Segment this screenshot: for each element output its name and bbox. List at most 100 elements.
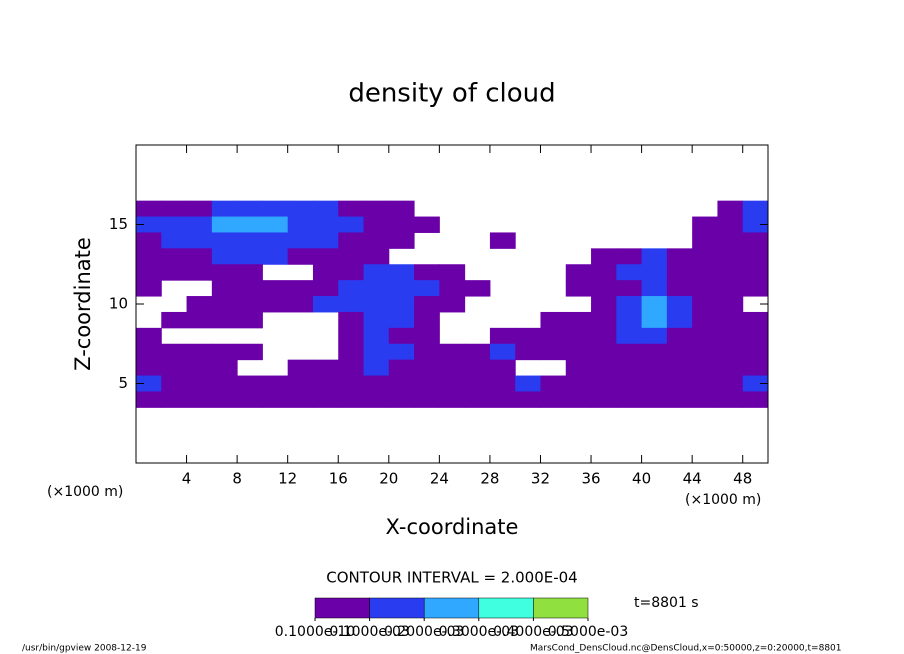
contour-cell — [464, 375, 491, 392]
contour-cell — [287, 280, 314, 297]
time-label: t=8801 s — [634, 595, 699, 611]
contour-cell — [312, 216, 339, 233]
contour-cell — [540, 311, 567, 329]
contour-cell — [742, 232, 769, 249]
contour-cell — [388, 232, 415, 249]
contour-cell — [616, 311, 643, 329]
contour-cell — [161, 264, 188, 281]
contour-cell — [717, 359, 744, 377]
contour-cell — [641, 248, 668, 265]
colorbar-segment — [533, 597, 589, 619]
contour-cell — [641, 311, 668, 329]
contour-cell — [237, 343, 263, 361]
contour-cell — [237, 280, 263, 297]
contour-cell — [641, 375, 668, 392]
contour-cell — [211, 375, 238, 392]
contour-cell — [136, 264, 162, 281]
contour-cell — [641, 264, 668, 281]
contour-cell — [388, 280, 415, 297]
contour-cell — [439, 280, 466, 297]
contour-cell — [262, 296, 289, 313]
contour-cell — [186, 391, 213, 408]
contour-cell — [489, 327, 516, 345]
contour-cell — [742, 311, 769, 329]
contour-cell — [692, 232, 718, 249]
chart-title: density of cloud — [348, 79, 555, 109]
contour-cell — [136, 216, 162, 233]
contour-cell — [565, 343, 592, 361]
contour-cell — [186, 359, 213, 377]
contour-cell — [565, 327, 592, 345]
contour-cell — [161, 248, 188, 265]
contour-cell — [363, 280, 390, 297]
contour-cell — [616, 391, 643, 408]
contour-cell — [211, 232, 238, 249]
contour-cell — [591, 343, 617, 361]
contour-cell — [262, 391, 289, 408]
contour-cell — [414, 264, 440, 281]
contour-cell — [287, 391, 314, 408]
contour-cell — [388, 296, 415, 313]
colorbar-segment — [369, 597, 425, 619]
contour-cell — [388, 359, 415, 377]
contour-cell — [237, 200, 263, 218]
contour-cell — [666, 280, 693, 297]
contour-cell — [439, 375, 466, 392]
contour-cell — [641, 280, 668, 297]
contour-cell — [565, 391, 592, 408]
contour-cell — [136, 327, 162, 345]
contour-cell — [565, 359, 592, 377]
contour-cell — [692, 296, 718, 313]
contour-cell — [312, 232, 339, 249]
contour-cell — [363, 359, 390, 377]
contour-cell — [211, 359, 238, 377]
x-tick-label: 8 — [232, 470, 242, 488]
contour-cell — [742, 391, 769, 408]
contour-cell — [338, 327, 365, 345]
contour-cell — [641, 296, 668, 313]
x-unit-right: (×1000 m) — [685, 492, 761, 508]
contour-cell — [186, 232, 213, 249]
contour-cell — [287, 359, 314, 377]
contour-cell — [742, 264, 769, 281]
contour-cell — [692, 391, 718, 408]
contour-cell — [211, 311, 238, 329]
contour-cell — [616, 264, 643, 281]
contour-cell — [186, 200, 213, 218]
contour-cell — [186, 216, 213, 233]
contour-cell — [692, 375, 718, 392]
contour-cell — [136, 248, 162, 265]
colorbar: 0.1000e-100.1000e-030.2000e-030.3000e-03… — [275, 597, 628, 640]
contour-cell — [262, 280, 289, 297]
contour-cell — [338, 296, 365, 313]
contour-cell — [717, 296, 744, 313]
colorbar-label: 0.1000e-10 — [275, 624, 355, 640]
contour-cell — [591, 375, 617, 392]
contour-cell — [237, 264, 263, 281]
contour-cell — [211, 391, 238, 408]
contour-cell — [237, 216, 263, 233]
contour-cell — [464, 280, 491, 297]
contour-cell — [591, 359, 617, 377]
contour-cell — [338, 343, 365, 361]
contour-cell — [591, 391, 617, 408]
contour-cell — [717, 264, 744, 281]
x-tick-label: 36 — [581, 470, 600, 488]
contour-cell — [591, 296, 617, 313]
contour-cell — [717, 391, 744, 408]
contour-cell — [464, 343, 491, 361]
contour-cell — [717, 248, 744, 265]
contour-cell — [742, 248, 769, 265]
contour-cell — [161, 359, 188, 377]
contour-cell — [312, 391, 339, 408]
contour-cell — [388, 327, 415, 345]
contour-cell — [666, 311, 693, 329]
contour-cell — [287, 200, 314, 218]
contour-cell — [388, 216, 415, 233]
contour-cell — [717, 311, 744, 329]
contour-cell — [161, 311, 188, 329]
contour-cell — [591, 311, 617, 329]
contour-cell — [616, 359, 643, 377]
x-tick-label: 24 — [430, 470, 449, 488]
contour-cell — [161, 375, 188, 392]
